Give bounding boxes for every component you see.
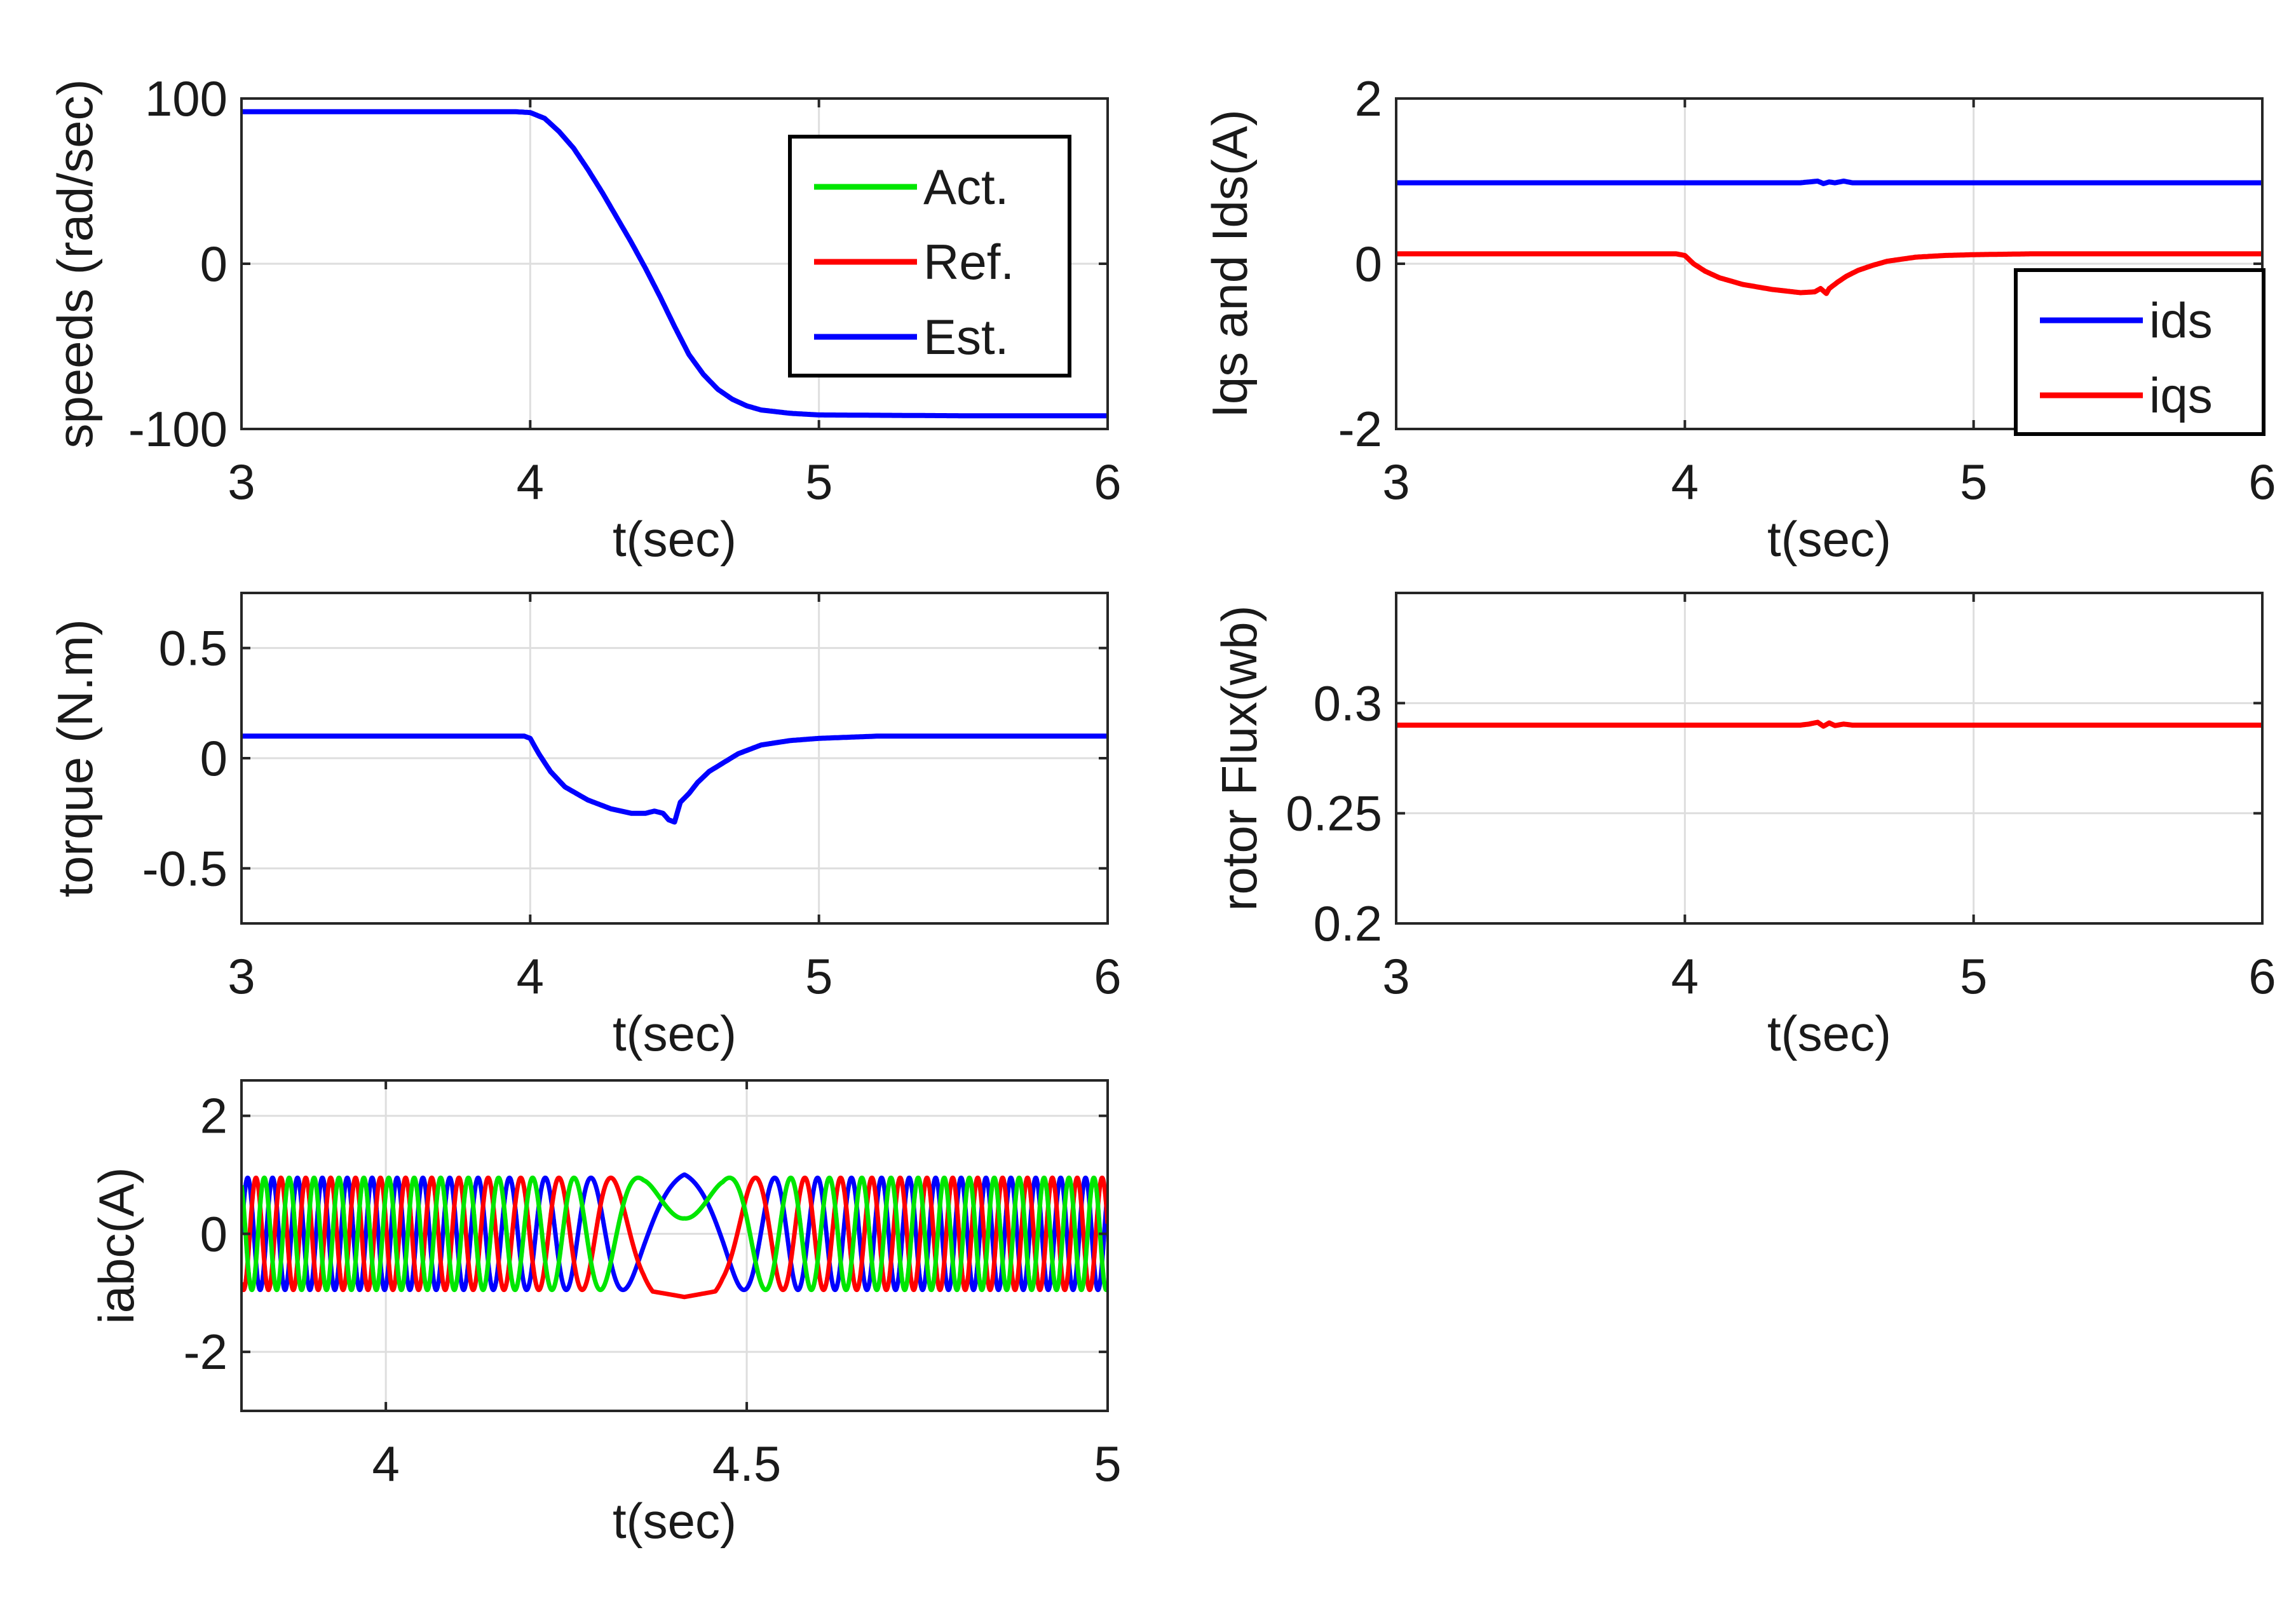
x-tick-label: 4 bbox=[1671, 948, 1699, 1004]
y-axis-label: iabc(A) bbox=[88, 1167, 144, 1324]
x-tick-label: 4 bbox=[1671, 454, 1699, 510]
chart-currents_dq: 3 4 5 6 -2 0 2 t(sec) Iqs and Ids(A) ids iqs bbox=[1202, 71, 2276, 567]
y-tick-label: 0 bbox=[1355, 236, 1382, 292]
series-ia bbox=[241, 1172, 1108, 1293]
y-tick-label: 0 bbox=[200, 1206, 228, 1262]
chart-rotor_flux: 3 4 5 6 0.2 0.25 0.3 t(sec) rotor Flux(wb) bbox=[1211, 592, 2276, 1061]
y-tick-label: 0 bbox=[200, 730, 228, 786]
legend-label: ids bbox=[2149, 292, 2213, 348]
x-tick-label: 4 bbox=[372, 1436, 399, 1492]
y-axis-label: Iqs and Ids(A) bbox=[1202, 109, 1258, 418]
axes-box bbox=[240, 1079, 1109, 1412]
legend-label: iqs bbox=[2149, 367, 2213, 423]
legend-label: Ref. bbox=[923, 234, 1014, 290]
chart-torque: 3 4 5 6 -0.5 0 0.5 t(sec) torque (N.m) bbox=[47, 592, 1122, 1061]
y-axis-label: torque (N.m) bbox=[47, 619, 103, 897]
chart-speeds: 3 4 5 6 -100 0 100 t(sec) speeds (rad/sec) Act. Re… bbox=[47, 71, 1122, 567]
x-tick-label: 6 bbox=[1094, 454, 1121, 510]
series-group bbox=[1396, 719, 2262, 729]
y-tick-label: 2 bbox=[200, 1088, 228, 1144]
y-tick-label: 2 bbox=[1355, 71, 1382, 126]
y-axis-label: rotor Flux(wb) bbox=[1211, 605, 1267, 911]
chart-iabc: 4 4.5 5 -2 0 2 t(sec) iabc(A) bbox=[88, 1079, 1122, 1549]
x-axis-label: t(sec) bbox=[1767, 1005, 1891, 1061]
x-tick-label: 3 bbox=[1382, 454, 1410, 510]
x-tick-label: 3 bbox=[228, 454, 255, 510]
y-tick-label: 0.25 bbox=[1286, 786, 1382, 841]
legend-label: Est. bbox=[923, 309, 1009, 365]
series-ids bbox=[1396, 179, 2262, 186]
y-tick-label: 100 bbox=[145, 71, 228, 126]
y-tick-label: -0.5 bbox=[142, 840, 228, 896]
x-tick-label: 5 bbox=[1094, 1436, 1121, 1492]
x-axis-label: t(sec) bbox=[1767, 511, 1891, 567]
series-group bbox=[241, 1172, 1108, 1300]
y-axis-label: speeds (rad/sec) bbox=[47, 79, 103, 449]
x-tick-label: 6 bbox=[1094, 948, 1121, 1004]
x-tick-label: 4.5 bbox=[712, 1436, 781, 1492]
series-torque bbox=[241, 733, 1108, 825]
y-tick-label: -100 bbox=[128, 401, 228, 457]
y-tick-label: 0.5 bbox=[159, 620, 228, 676]
series-group bbox=[1396, 179, 2262, 296]
series-group bbox=[241, 733, 1108, 825]
y-tick-label: 0.3 bbox=[1314, 675, 1382, 731]
series-group bbox=[241, 109, 1108, 419]
x-axis-label: t(sec) bbox=[613, 511, 737, 567]
legend-box bbox=[2014, 268, 2265, 436]
legend: ids iqs bbox=[2014, 268, 2265, 436]
y-tick-label: 0.2 bbox=[1314, 895, 1382, 951]
x-tick-label: 5 bbox=[1960, 454, 1987, 510]
y-tick-label: -2 bbox=[1338, 401, 1382, 457]
legend: Act. Ref. Est. bbox=[788, 135, 1071, 378]
x-tick-label: 6 bbox=[2248, 454, 2276, 510]
x-tick-label: 3 bbox=[1382, 948, 1410, 1004]
x-tick-label: 3 bbox=[228, 948, 255, 1004]
axes-box bbox=[1395, 592, 2264, 925]
x-tick-label: 4 bbox=[517, 948, 544, 1004]
x-tick-label: 5 bbox=[805, 948, 832, 1004]
x-tick-label: 5 bbox=[805, 454, 832, 510]
series-iqs bbox=[1396, 251, 2262, 296]
x-axis-label: t(sec) bbox=[613, 1493, 737, 1549]
series-ib bbox=[241, 1175, 1108, 1300]
y-tick-label: -2 bbox=[184, 1324, 228, 1380]
x-tick-label: 5 bbox=[1960, 948, 1987, 1004]
legend-label: Act. bbox=[923, 159, 1009, 215]
y-tick-label: 0 bbox=[200, 236, 228, 292]
series-flux bbox=[1396, 719, 2262, 729]
x-tick-label: 4 bbox=[517, 454, 544, 510]
x-tick-label: 6 bbox=[2248, 948, 2276, 1004]
x-axis-label: t(sec) bbox=[613, 1005, 737, 1061]
series-est bbox=[241, 109, 1108, 419]
series-ic bbox=[241, 1175, 1108, 1293]
